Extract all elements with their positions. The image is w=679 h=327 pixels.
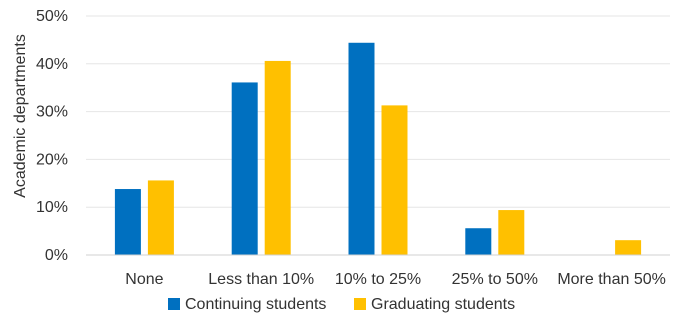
legend-label: Continuing students xyxy=(185,296,326,313)
y-axis-ticks: 0% 10% 20% 30% 40% 50% xyxy=(36,8,68,264)
bar-graduating xyxy=(147,180,174,255)
y-tick-label: 20% xyxy=(36,151,68,168)
y-tick-label: 10% xyxy=(36,199,68,216)
y-axis-label: Academic departments xyxy=(12,34,29,198)
y-tick-label: 30% xyxy=(36,104,68,121)
legend-swatch xyxy=(168,298,180,310)
legend-label: Graduating students xyxy=(371,296,515,313)
bar-graduating xyxy=(498,210,525,255)
bar-continuing xyxy=(465,228,492,255)
bar-continuing xyxy=(348,42,375,255)
bar-continuing xyxy=(114,189,141,255)
x-tick-label: 10% to 25% xyxy=(335,271,421,288)
y-tick-label: 50% xyxy=(36,8,68,25)
x-tick-label: More than 50% xyxy=(557,271,666,288)
y-tick-label: 40% xyxy=(36,56,68,73)
x-tick-label: None xyxy=(125,271,163,288)
bar-continuing xyxy=(231,82,258,255)
gridlines xyxy=(86,15,670,208)
x-tick-label: Less than 10% xyxy=(208,271,314,288)
legend: Continuing students Graduating students xyxy=(168,296,515,313)
legend-swatch xyxy=(354,298,366,310)
bars xyxy=(114,42,642,255)
bar-graduating xyxy=(381,105,408,255)
bar-graduating xyxy=(615,240,642,255)
x-axis-ticks: None Less than 10% 10% to 25% 25% to 50% Mor… xyxy=(125,271,666,288)
x-tick-label: 25% to 50% xyxy=(452,271,538,288)
bar-graduating xyxy=(264,60,291,255)
y-tick-label: 0% xyxy=(45,247,68,264)
